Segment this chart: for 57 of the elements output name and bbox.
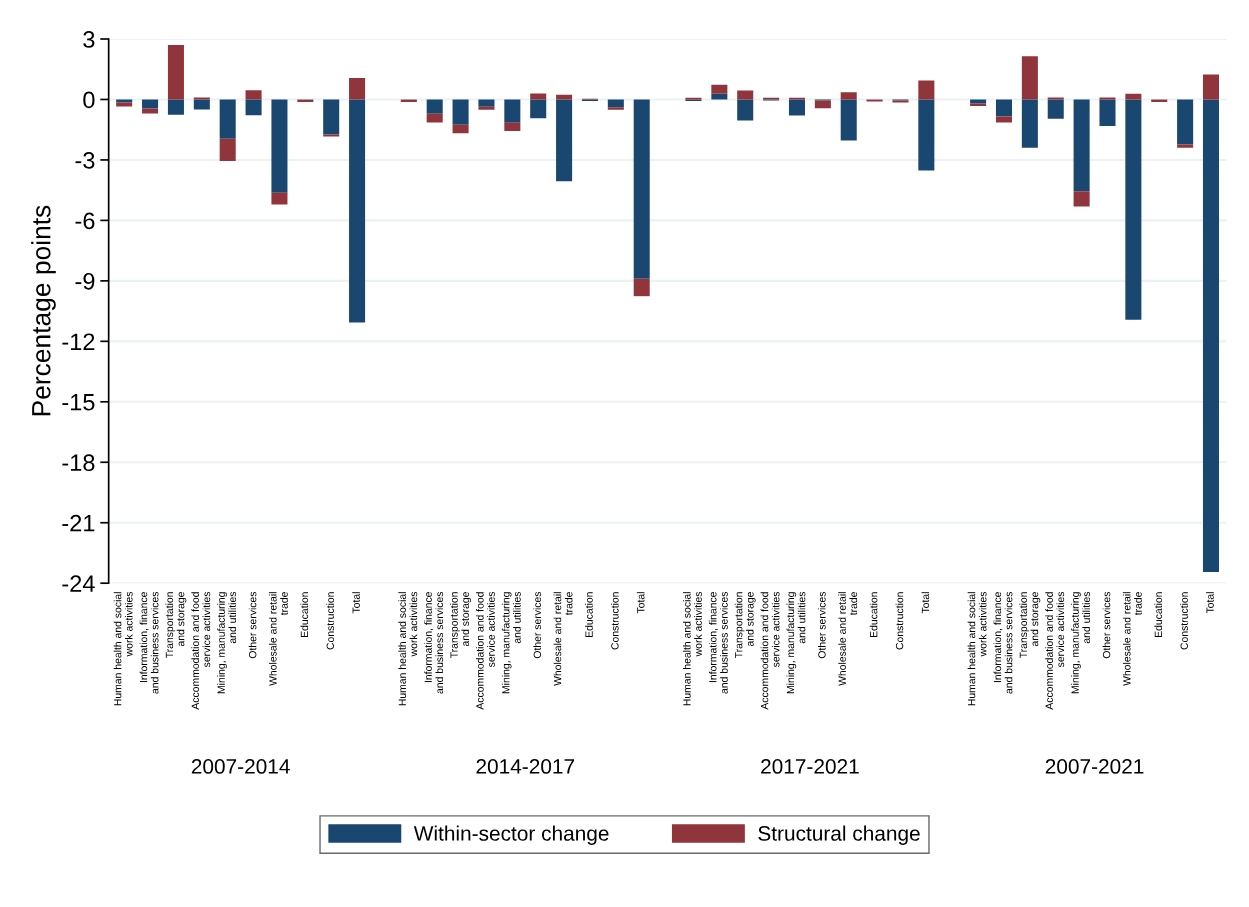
x-tick-label: Information, finance and business services	[424, 591, 444, 694]
x-tick-label: Wholesale and retail trade	[268, 591, 288, 686]
x-tick-label: Mining, manufacturing and utilities	[1071, 591, 1091, 694]
x-tick-label: Total	[352, 592, 360, 614]
x-tick-label: Construction	[610, 592, 619, 650]
x-tick-label: Other services	[817, 591, 826, 659]
x-tick-label: Mining, manufacturing and utilities	[786, 591, 806, 694]
x-tick-label: Total	[636, 592, 645, 614]
x-tick-label: Human health and social work activities	[398, 591, 418, 706]
x-tick-label: Transportation and storage	[165, 591, 187, 659]
x-tick-label: Accommodation and food service activities	[1045, 591, 1065, 710]
x-tick-label: Accommodation and food service activities	[475, 591, 495, 710]
x-tick-label: Education	[300, 592, 309, 638]
x-tick-label: Construction	[1180, 592, 1188, 650]
legend-label: Within-sector change	[413, 825, 609, 845]
x-tick-label: Education	[585, 592, 593, 638]
x-tick-label: Human health and social work activities	[967, 591, 987, 706]
x-tick-label: Construction	[895, 592, 904, 650]
y-tick-label: -9	[75, 272, 95, 290]
y-axis-title: Percentage points	[31, 205, 56, 416]
x-tick-label: Information, finance and business services	[708, 591, 728, 694]
x-tick-label: Accommodation and food service activities	[760, 591, 780, 710]
x-tick-label: Transportation and storage	[1019, 591, 1041, 659]
x-tick-label: Total	[921, 592, 930, 614]
x-tick-label: Education	[1154, 592, 1163, 638]
x-tick-label: Wholesale and retail trade	[838, 591, 858, 686]
x-tick-label: Construction	[326, 592, 334, 650]
y-tick-label: 0	[83, 91, 95, 109]
x-tick-label: Information, finance and business services	[139, 591, 159, 694]
y-tick-label: -21	[62, 514, 95, 532]
x-tick-label: Transportation and storage	[450, 591, 472, 659]
x-tick-label: Accommodation and food service activities	[191, 591, 211, 710]
x-tick-label: Wholesale and retail trade	[1122, 591, 1142, 686]
x-tick-label: Other services	[1102, 591, 1111, 659]
x-tick-label: Mining, manufacturing and utilities	[501, 591, 521, 694]
y-tick-label: -18	[62, 454, 95, 472]
legend-label: Structural change	[758, 825, 920, 845]
x-tick-label: Information, finance and business services	[993, 591, 1013, 694]
x-tick-label: Other services	[533, 591, 542, 659]
x-tick-label: Wholesale and retail trade	[553, 591, 573, 686]
text: 2007-2021	[1045, 759, 1144, 774]
text: 2007-2014	[191, 759, 290, 774]
y-tick-label: -15	[62, 394, 95, 411]
text: 2017-2021	[761, 759, 859, 774]
y-tick-label: -12	[62, 333, 95, 350]
x-tick-label: Education	[869, 592, 878, 638]
x-tick-label: Mining, manufacturing and utilities	[217, 591, 237, 694]
y-tick-label: -6	[75, 212, 95, 230]
y-tick-label: -24	[62, 575, 95, 592]
x-tick-label: Human health and social work activities	[683, 591, 702, 706]
y-tick-label: -3	[75, 152, 95, 169]
x-tick-label: Human health and social work activities	[113, 591, 133, 706]
x-tick-label: Other services	[248, 591, 257, 659]
y-tick-label: 3	[83, 31, 95, 48]
x-tick-label: Total	[1206, 592, 1214, 614]
x-tick-label: Transportation and storage	[734, 591, 756, 659]
text: 2014-2017	[476, 759, 575, 774]
